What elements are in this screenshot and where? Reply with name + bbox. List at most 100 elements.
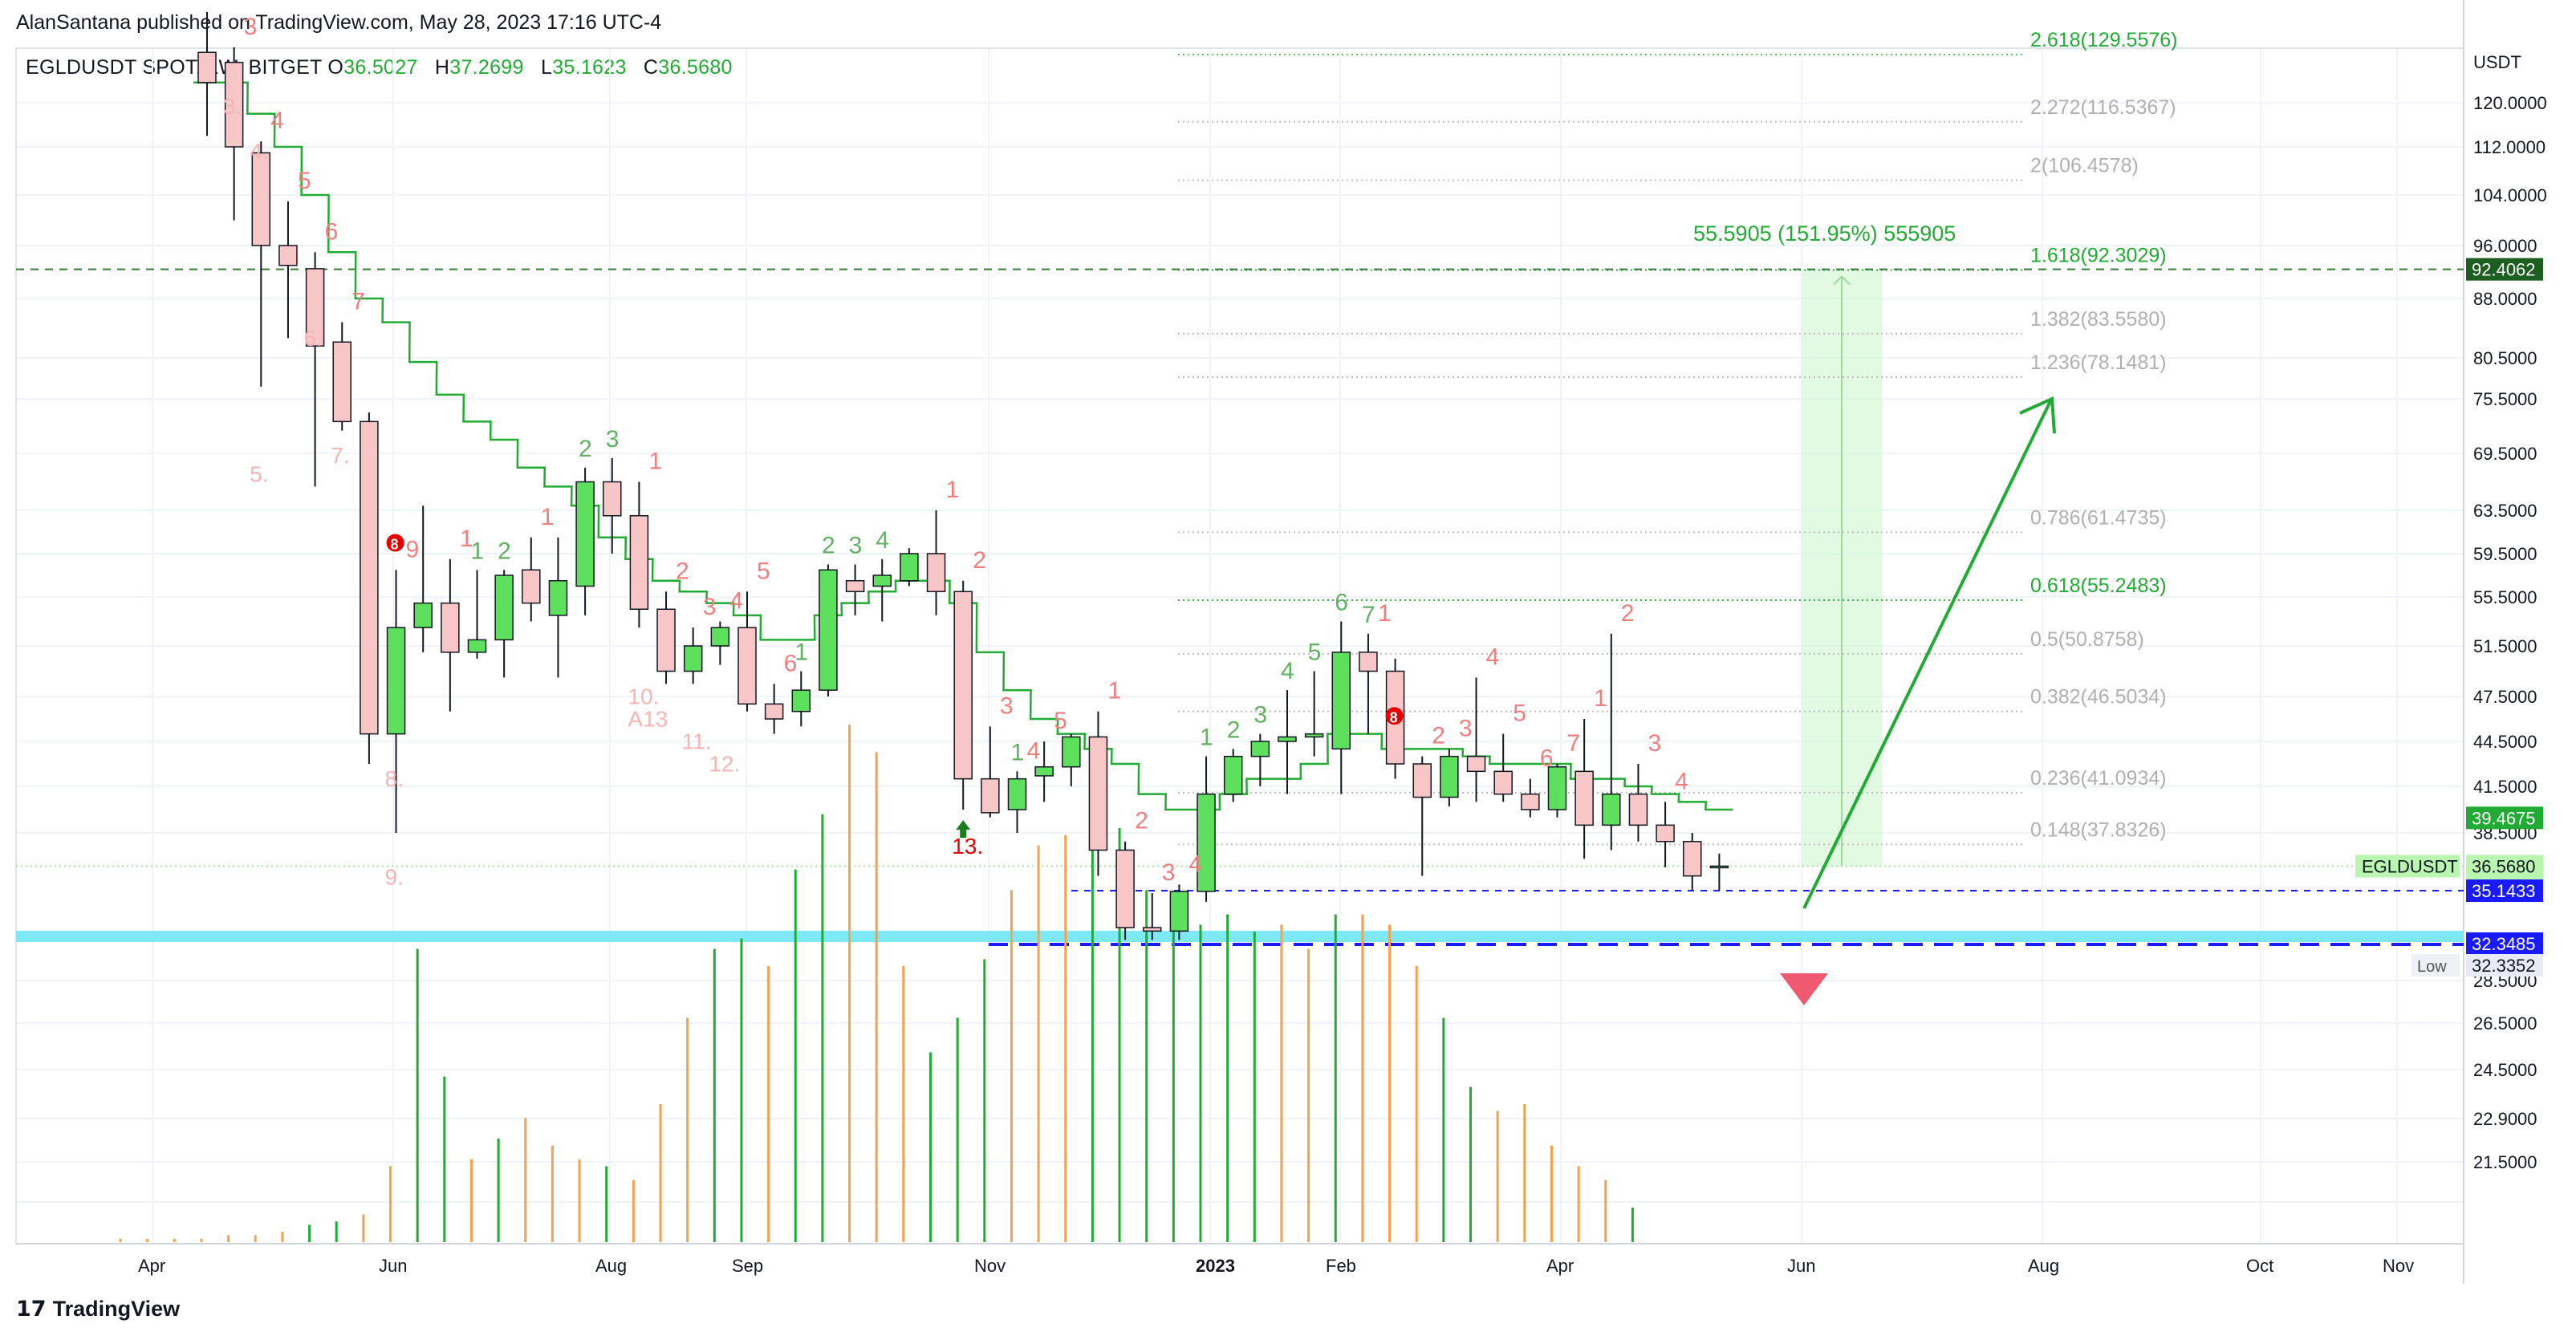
- price-tag-label: 92.4062: [2472, 260, 2536, 280]
- candle-body: [872, 575, 892, 587]
- candle: [332, 322, 351, 431]
- candle-body: [386, 627, 406, 735]
- signal-badge: [386, 534, 404, 552]
- symbol-tag-box: [2355, 855, 2460, 878]
- high-value: 37.2699: [449, 56, 524, 79]
- candle-body: [332, 341, 351, 423]
- td-count-up: 2: [1227, 717, 1241, 743]
- price-axis-tick: 120.0000: [2473, 93, 2547, 113]
- td-count-down: 9: [406, 536, 420, 562]
- symbol-ticker: EGLDUSDT SPOT, 1W, BITGET: [26, 56, 323, 79]
- candle: [872, 558, 892, 622]
- td-count-down: 4: [1486, 644, 1500, 670]
- candle: [1547, 764, 1567, 818]
- fib-level-label: 0.618(55.2483): [2030, 575, 2167, 597]
- td-count-up: 5: [1308, 640, 1322, 666]
- candle: [522, 537, 541, 622]
- candle-body: [522, 569, 541, 604]
- candle-body: [1547, 765, 1567, 810]
- fib-level-label: 0.236(41.0934): [2030, 767, 2167, 790]
- td-count-down: 2: [676, 558, 689, 584]
- candle: [1062, 733, 1081, 786]
- time-axis-tick: Sep: [732, 1256, 763, 1276]
- td-count-down: 4: [1027, 737, 1041, 764]
- candle-body: [953, 591, 973, 780]
- time-axis-tick: Nov: [2383, 1256, 2414, 1276]
- candle: [603, 457, 622, 554]
- price-axis-tick: 69.5000: [2473, 444, 2537, 464]
- candle-body: [224, 62, 244, 148]
- candle-body: [1493, 770, 1513, 795]
- candle-body: [710, 627, 730, 647]
- candle-body: [1007, 778, 1027, 810]
- price-tag-label: 39.4675: [2472, 808, 2536, 828]
- candle: [1250, 733, 1270, 786]
- candle-body: [1683, 840, 1702, 877]
- td-count-down: 4: [729, 588, 743, 615]
- candle: [1493, 733, 1513, 802]
- td-count-down: 1: [460, 526, 473, 552]
- td-count-up: 1: [794, 640, 808, 666]
- td-count-down: 5: [1513, 700, 1526, 727]
- td-count-down: 5: [298, 168, 311, 194]
- signal-badge-label: 8: [391, 537, 399, 553]
- candle-body: [197, 51, 217, 83]
- signal-badge: [1385, 707, 1404, 725]
- candle: [1709, 853, 1729, 891]
- td-count-down: 7: [351, 289, 365, 315]
- td-count-down: 3: [1162, 859, 1176, 886]
- chart-header: AlanSantana published on TradingView.com…: [0, 0, 2576, 48]
- candle-body: [441, 602, 460, 653]
- time-axis-tick: Aug: [2028, 1256, 2059, 1276]
- time-axis-tick: Oct: [2246, 1256, 2273, 1276]
- warning-triangle-icon: [1780, 973, 1828, 1005]
- td-count-down: 3: [703, 594, 717, 620]
- low-label: L: [540, 56, 553, 79]
- candle-body: [305, 268, 325, 347]
- candle-body: [791, 689, 811, 713]
- candle-body: [1331, 652, 1351, 750]
- td-count-down: 2: [1621, 600, 1635, 627]
- td-count-up: 4: [1281, 658, 1294, 684]
- candle-body: [1709, 865, 1729, 869]
- candle: [1412, 756, 1432, 876]
- time-axis-tick: 2023: [1196, 1256, 1235, 1276]
- candle-body: [1197, 793, 1216, 892]
- price-tag-box: [2466, 879, 2543, 903]
- td-count-down: 6: [325, 218, 339, 245]
- candle-body: [629, 515, 649, 610]
- candle-body: [1440, 755, 1459, 798]
- candle-body: [656, 608, 676, 672]
- candle-body: [1412, 763, 1432, 798]
- price-axis-unit: USDT: [2473, 52, 2521, 72]
- candle: [1169, 884, 1189, 940]
- footer-brand[interactable]: 𝟭𝟳 TradingView: [16, 1297, 180, 1322]
- candle-body: [251, 152, 271, 246]
- candle: [251, 141, 271, 387]
- td-marker: 13.: [952, 834, 983, 859]
- candle: [441, 558, 460, 712]
- price-axis-tick: 21.5000: [2473, 1152, 2537, 1172]
- candle-body: [603, 481, 622, 517]
- candle: [1359, 633, 1378, 734]
- fib-level-label: 1.618(92.3029): [2030, 245, 2167, 267]
- td-count-down: 3: [244, 14, 258, 40]
- price-axis-tick: 75.5000: [2473, 389, 2537, 409]
- price-tag-label: 36.5680: [2472, 856, 2536, 876]
- candle: [900, 548, 919, 587]
- candle-body: [900, 553, 919, 582]
- td-marker: 12.: [709, 751, 740, 776]
- candle: [1656, 802, 1675, 867]
- measure-label: 55.5905 (151.95%) 555905: [1693, 221, 1956, 246]
- open-value: 36.5027: [343, 56, 418, 79]
- candle: [575, 467, 595, 615]
- td-count-up: 3: [606, 426, 620, 453]
- projection-arrow-line: [1802, 400, 2052, 909]
- td-count-up: 1: [471, 538, 485, 564]
- candle: [197, 12, 217, 136]
- candle: [710, 621, 730, 665]
- candle: [1088, 711, 1108, 876]
- td-count-down: 1: [1107, 678, 1121, 705]
- time-axis-tick: Jun: [1787, 1256, 1815, 1276]
